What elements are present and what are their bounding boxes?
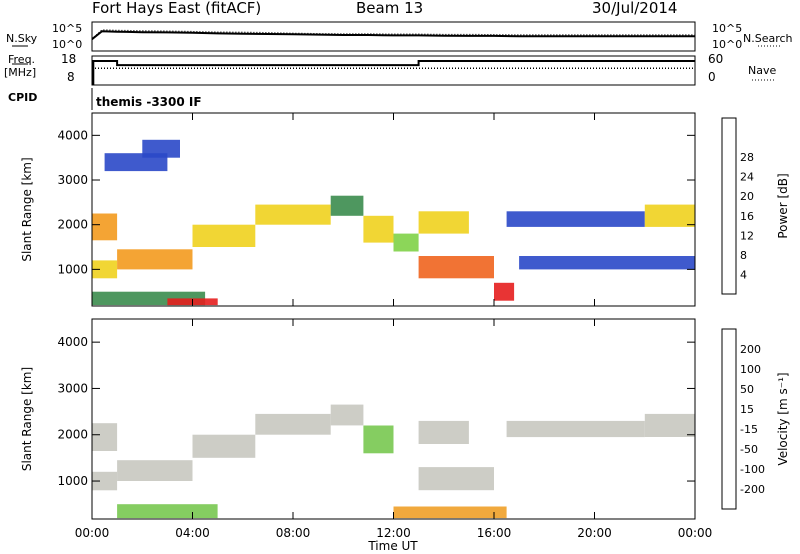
freq-panel-frame bbox=[91, 55, 696, 86]
power-band bbox=[92, 260, 118, 279]
y-tick-label: 3000 bbox=[57, 381, 88, 395]
power-band bbox=[330, 195, 364, 216]
colorbars bbox=[721, 117, 737, 510]
y-tick-label: 2000 bbox=[57, 218, 88, 232]
nsearch-label: N.Search bbox=[743, 32, 793, 45]
velocity-band bbox=[506, 420, 645, 438]
colorbar-tick-label: 16 bbox=[740, 210, 754, 223]
colorbar-tick-label: 4 bbox=[740, 268, 747, 281]
power-band bbox=[255, 204, 331, 225]
freq-label: Freq. bbox=[8, 53, 36, 66]
colorbar-tick-label: 12 bbox=[740, 229, 754, 242]
y-tick-label: 1000 bbox=[57, 474, 88, 488]
date-label: 30/Jul/2014 bbox=[592, 0, 678, 17]
velocity-band bbox=[330, 404, 364, 426]
y-tick-label: 2000 bbox=[57, 428, 88, 442]
x-tick-label: 00:00 bbox=[678, 526, 713, 540]
velocity-band bbox=[92, 471, 118, 491]
y-tick-label: 4000 bbox=[57, 335, 88, 349]
x-tick-label: 00:00 bbox=[75, 526, 110, 540]
nsky-lo-tick: 10^0 bbox=[52, 38, 83, 51]
station-title: Fort Hays East (fitACF) bbox=[92, 0, 262, 17]
colorbar-tick-label: 15 bbox=[740, 403, 754, 416]
nsearch-lo-tick: 10^0 bbox=[712, 38, 743, 51]
power-band bbox=[506, 211, 645, 227]
nsky-hi-tick: 10^5 bbox=[52, 22, 83, 35]
beam-label: Beam 13 bbox=[356, 0, 424, 17]
strip-lines bbox=[91, 29, 695, 85]
power-band bbox=[644, 204, 696, 227]
y-tick-label: 1000 bbox=[57, 262, 88, 276]
colorbar-label: Velocity [m s⁻¹] bbox=[776, 372, 790, 465]
velocity-band bbox=[418, 420, 469, 444]
colorbar-tick-label: -200 bbox=[740, 483, 765, 496]
velocity-heatmap bbox=[92, 404, 696, 519]
cpid-value: themis -3300 IF bbox=[96, 95, 202, 109]
power-heatmap bbox=[92, 139, 696, 306]
power-panel-frame bbox=[91, 112, 696, 307]
power-band bbox=[192, 224, 256, 247]
line-freq bbox=[92, 60, 695, 85]
colorbar-tick-label: -50 bbox=[740, 443, 758, 456]
power-band bbox=[117, 249, 193, 270]
power-band bbox=[393, 233, 419, 252]
colorbar-tick-label: 24 bbox=[740, 171, 754, 184]
freq-unit-label: [MHz] bbox=[4, 66, 37, 79]
y-axis-label: Slant Range [km] bbox=[20, 367, 34, 471]
axis-ticks bbox=[91, 113, 696, 519]
x-tick-label: 12:00 bbox=[376, 526, 411, 540]
velocity-band bbox=[393, 506, 507, 519]
nave-hi-tick: 60 bbox=[708, 52, 724, 66]
power-band bbox=[363, 215, 394, 243]
colorbar-tick-label: 28 bbox=[740, 151, 754, 164]
colorbar-tick-label: 8 bbox=[740, 249, 747, 262]
power-band bbox=[494, 282, 515, 301]
x-tick-label: 20:00 bbox=[577, 526, 612, 540]
power-band bbox=[418, 211, 469, 234]
y-tick-label: 4000 bbox=[57, 128, 88, 142]
colorbar-tick-label: -15 bbox=[740, 423, 758, 436]
power-band bbox=[418, 256, 494, 279]
line-nsearch bbox=[91, 29, 695, 40]
power-colorbar-frame bbox=[721, 117, 737, 295]
x-tick-label: 08:00 bbox=[276, 526, 311, 540]
velocity-band bbox=[92, 423, 118, 451]
colorbar-tick-label: 20 bbox=[740, 190, 754, 203]
colorbar-tick-label: -100 bbox=[740, 463, 765, 476]
power-band bbox=[519, 256, 695, 270]
y-axis-label: Slant Range [km] bbox=[20, 157, 34, 261]
velocity-band bbox=[644, 413, 696, 437]
x-tick-label: 04:00 bbox=[175, 526, 210, 540]
velocity-colorbar-frame bbox=[721, 328, 737, 510]
y-tick-label: 3000 bbox=[57, 173, 88, 187]
freq-hi-tick: 18 bbox=[61, 52, 77, 66]
velocity-band bbox=[192, 434, 256, 458]
velocity-band bbox=[255, 413, 331, 435]
power-band bbox=[142, 139, 180, 158]
nave-label: Nave bbox=[748, 64, 777, 77]
velocity-band bbox=[418, 467, 494, 491]
colorbar-label: Power [dB] bbox=[776, 173, 790, 238]
cpid-label: CPID bbox=[8, 91, 38, 104]
colorbar-tick-label: 50 bbox=[740, 383, 754, 396]
x-axis-label: Time UT bbox=[367, 539, 418, 553]
colorbar-tick-label: 100 bbox=[740, 363, 761, 376]
nave-lo-tick: 0 bbox=[708, 70, 716, 84]
nsky-label: N.Sky bbox=[6, 32, 38, 45]
velocity-band bbox=[117, 460, 193, 481]
line-nsky bbox=[91, 30, 695, 40]
x-tick-label: 16:00 bbox=[477, 526, 512, 540]
velocity-panel-frame bbox=[91, 318, 696, 520]
nsearch-hi-tick: 10^5 bbox=[712, 22, 743, 35]
freq-lo-tick: 8 bbox=[67, 70, 75, 84]
colorbar-tick-label: 200 bbox=[740, 343, 761, 356]
power-band bbox=[92, 213, 118, 241]
velocity-band bbox=[363, 425, 394, 454]
velocity-band bbox=[117, 504, 218, 519]
